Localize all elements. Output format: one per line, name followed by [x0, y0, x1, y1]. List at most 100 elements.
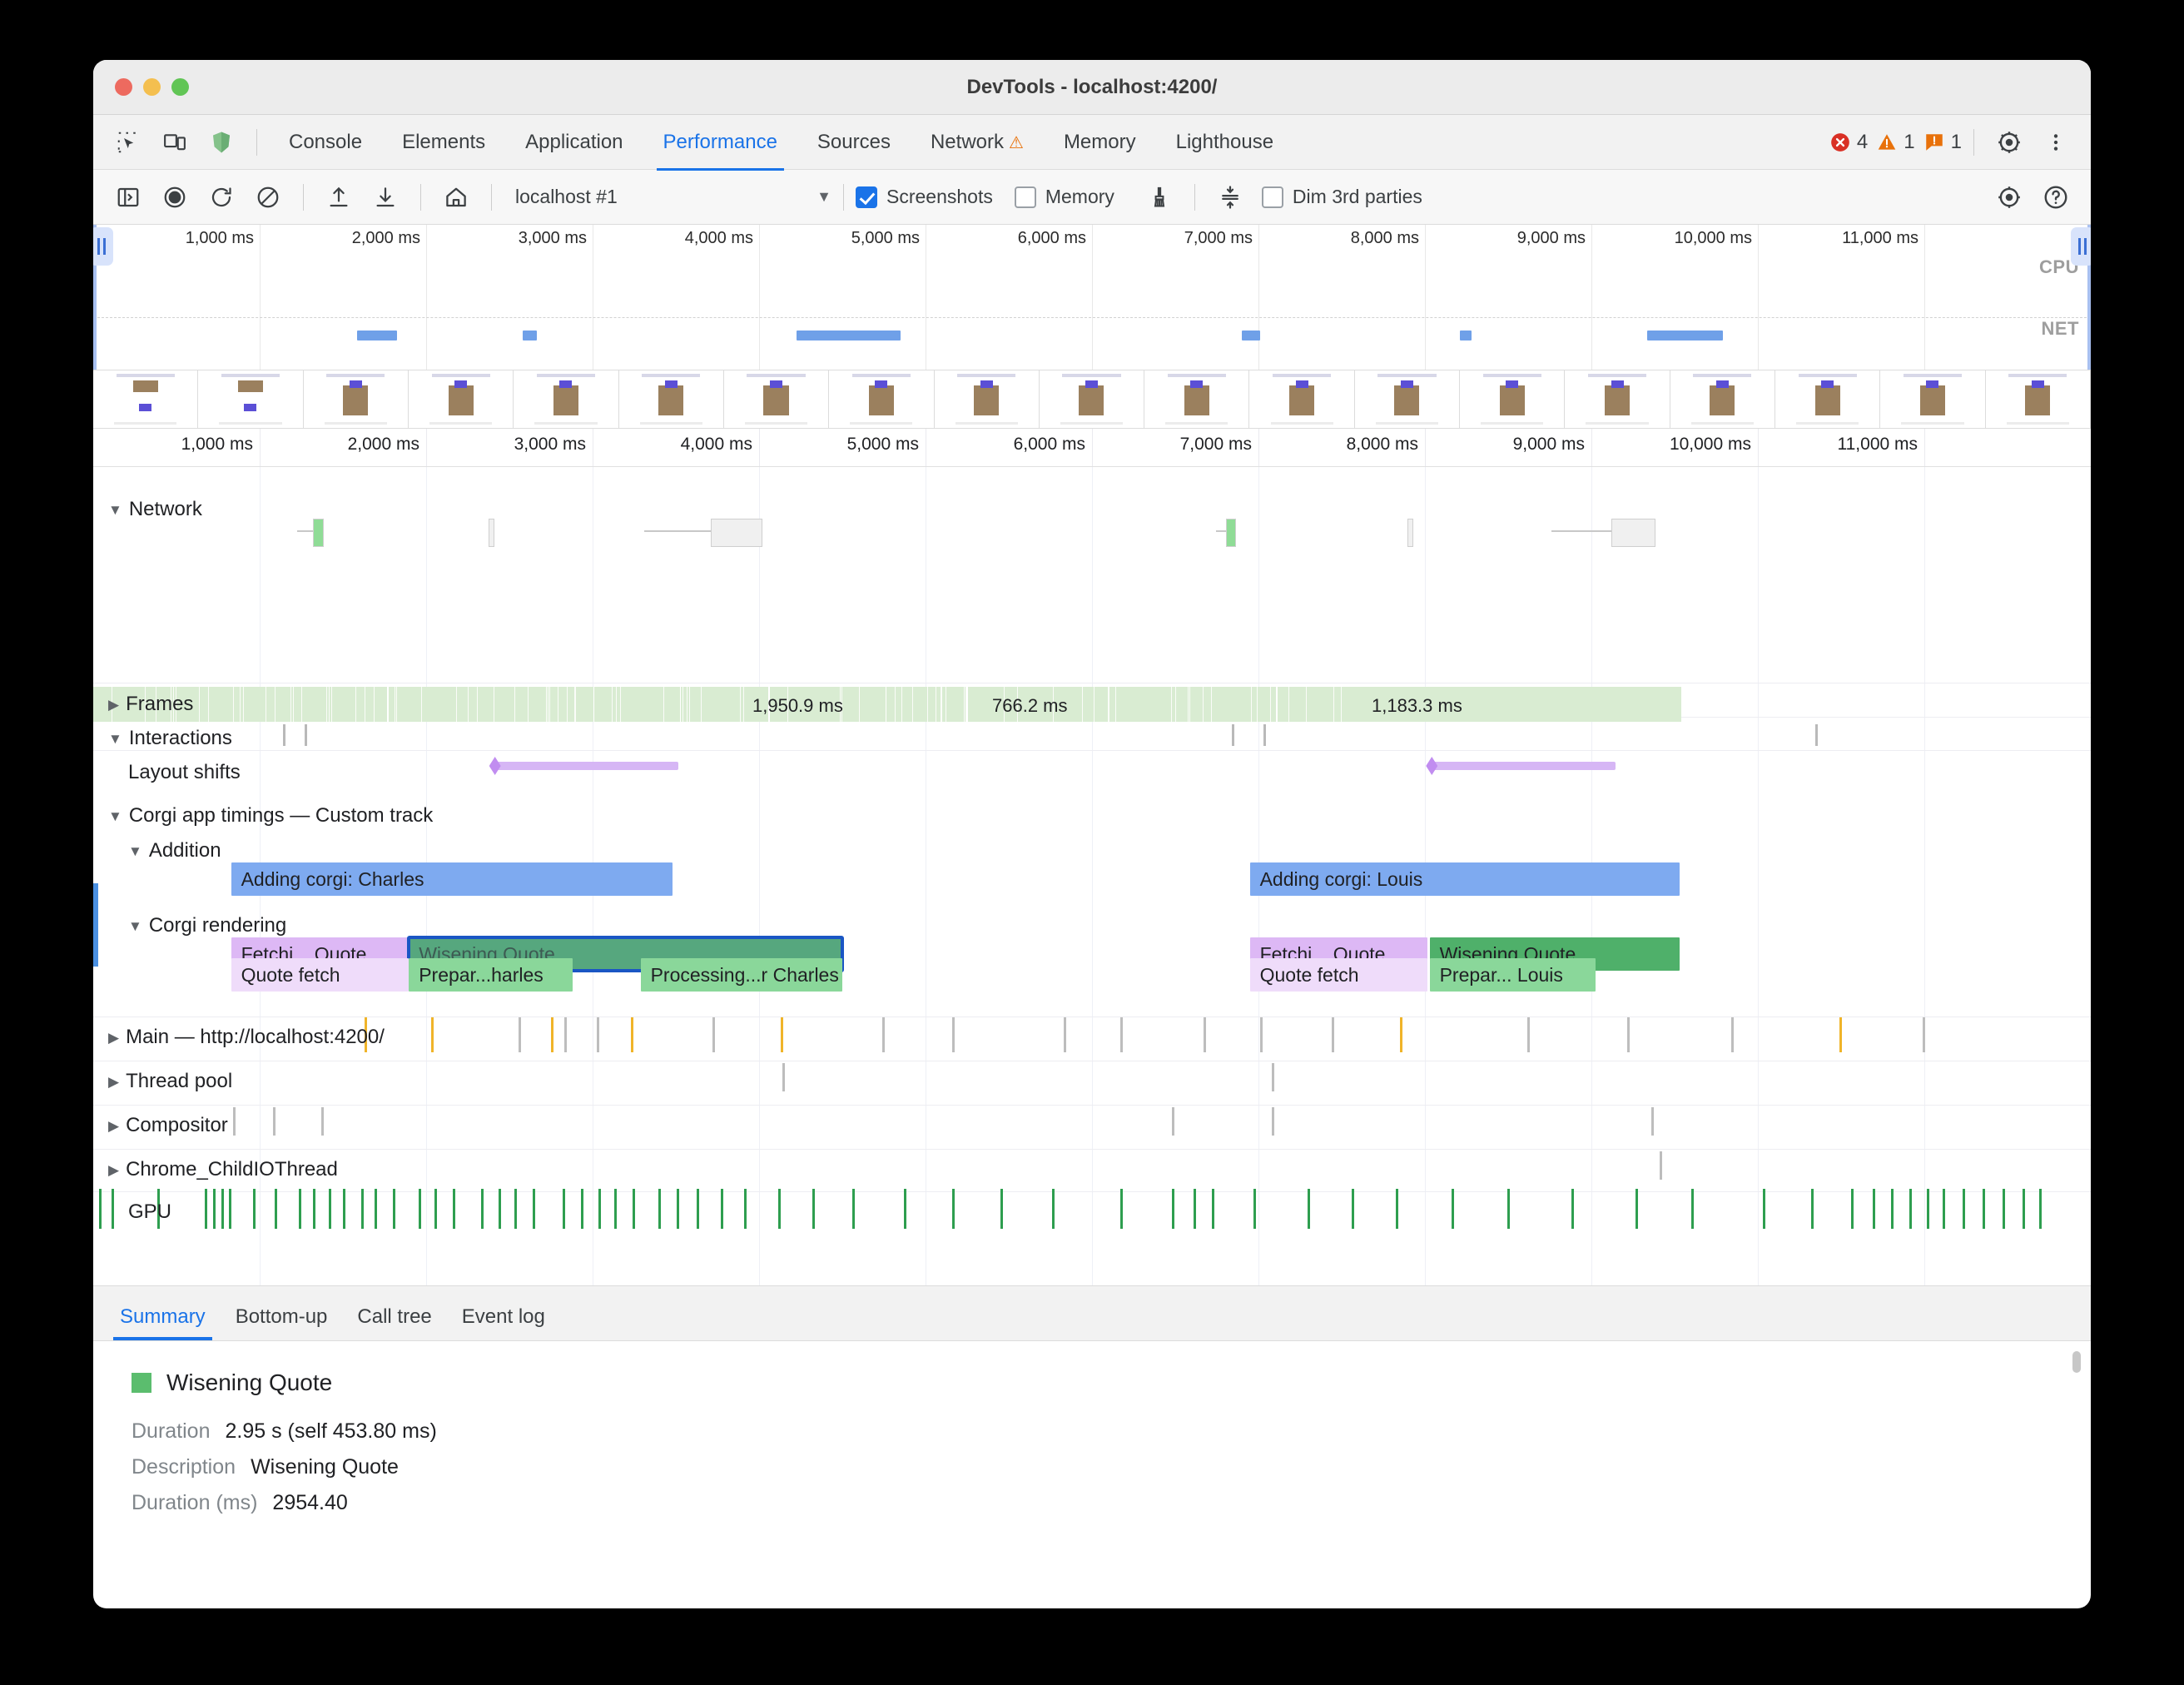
filmstrip-frame[interactable]: [724, 370, 829, 428]
screenshots-checkbox[interactable]: Screenshots: [856, 186, 993, 208]
track-header-layout-shifts[interactable]: Layout shifts: [128, 761, 241, 784]
main-thread-task[interactable]: [1204, 1017, 1206, 1052]
event-adding-corgi-charles[interactable]: Adding corgi: Charles: [231, 862, 673, 896]
filmstrip-frame[interactable]: [1249, 370, 1354, 428]
gpu-task[interactable]: [1963, 1189, 1965, 1229]
gpu-task[interactable]: [563, 1189, 565, 1229]
tab-performance[interactable]: Performance: [647, 124, 794, 161]
track-header-interactions[interactable]: ▼ Interactions: [108, 727, 232, 750]
main-thread-task[interactable]: [1260, 1017, 1263, 1052]
event-quote-fetch-1[interactable]: Quote fetch: [231, 958, 410, 992]
chevron-down-icon[interactable]: ▼: [128, 844, 142, 858]
gpu-task[interactable]: [952, 1189, 955, 1229]
main-thread-task[interactable]: [1527, 1017, 1530, 1052]
home-button[interactable]: [436, 179, 476, 216]
gpu-task[interactable]: [499, 1189, 501, 1229]
tab-bottom-up[interactable]: Bottom-up: [221, 1305, 343, 1340]
gpu-task[interactable]: [361, 1189, 364, 1229]
gpu-task[interactable]: [1983, 1189, 1985, 1229]
main-thread-task[interactable]: [882, 1017, 885, 1052]
main-thread-task[interactable]: [1627, 1017, 1630, 1052]
gpu-task[interactable]: [1851, 1189, 1854, 1229]
gpu-task[interactable]: [393, 1189, 395, 1229]
event-adding-corgi-louis[interactable]: Adding corgi: Louis: [1250, 862, 1680, 896]
event-quote-fetch-2[interactable]: Quote fetch: [1250, 958, 1428, 992]
gpu-task[interactable]: [1873, 1189, 1875, 1229]
session-selector[interactable]: localhost #1 ▼: [515, 186, 831, 208]
filmstrip-frame[interactable]: [935, 370, 1040, 428]
chevron-down-icon[interactable]: ▼: [108, 809, 122, 823]
gpu-task[interactable]: [112, 1189, 114, 1229]
chevron-right-icon[interactable]: ▶: [108, 1163, 119, 1177]
tab-lighthouse[interactable]: Lighthouse: [1159, 124, 1290, 161]
gpu-task[interactable]: [2023, 1189, 2025, 1229]
gpu-task[interactable]: [1636, 1189, 1638, 1229]
memory-checkbox[interactable]: Memory: [1015, 186, 1114, 208]
main-thread-task[interactable]: [1120, 1017, 1123, 1052]
reload-and-record-button[interactable]: [201, 179, 241, 216]
flame-chart[interactable]: 1,000 ms 2,000 ms 3,000 ms 4,000 ms 5,000 ms…: [93, 429, 2091, 1286]
gpu-task[interactable]: [329, 1189, 331, 1229]
gpu-task[interactable]: [852, 1189, 855, 1229]
overview-right-handle[interactable]: [2071, 227, 2091, 266]
gpu-task[interactable]: [419, 1189, 421, 1229]
main-thread-task[interactable]: [1400, 1017, 1402, 1052]
gpu-task[interactable]: [581, 1189, 583, 1229]
filmstrip-frame[interactable]: [93, 370, 198, 428]
network-throttle-icon[interactable]: [1210, 179, 1250, 216]
issue-counter[interactable]: 1: [1923, 131, 1962, 154]
track-header-addition[interactable]: ▼ Addition: [128, 839, 221, 862]
event-processing-charles[interactable]: Processing...r Charles: [641, 958, 842, 992]
gpu-task[interactable]: [1507, 1189, 1510, 1229]
network-request-bar[interactable]: [489, 519, 494, 547]
interaction-tick[interactable]: [305, 724, 307, 746]
layout-shift-bar[interactable]: [1432, 762, 1616, 770]
tab-summary[interactable]: Summary: [105, 1305, 221, 1340]
device-toolbar-icon[interactable]: [156, 123, 194, 162]
gpu-task[interactable]: [1000, 1189, 1003, 1229]
compositor-task[interactable]: [1272, 1107, 1274, 1136]
gpu-task[interactable]: [614, 1189, 617, 1229]
track-header-frames[interactable]: ▶ Frames: [108, 693, 193, 716]
filmstrip-frame[interactable]: [514, 370, 618, 428]
gpu-task[interactable]: [253, 1189, 256, 1229]
filmstrip-frame[interactable]: [829, 370, 934, 428]
track-header-network[interactable]: ▼ Network: [108, 498, 202, 521]
gpu-task[interactable]: [213, 1189, 216, 1229]
gpu-task[interactable]: [533, 1189, 535, 1229]
timeline-overview[interactable]: 1,000 ms 2,000 ms 3,000 ms 4,000 ms 5,000 ms…: [93, 225, 2091, 370]
filmstrip-frame[interactable]: [1565, 370, 1670, 428]
angular-devtools-icon[interactable]: [202, 123, 241, 162]
error-counter[interactable]: 4: [1829, 131, 1868, 154]
tab-event-log[interactable]: Event log: [447, 1305, 560, 1340]
gpu-task[interactable]: [744, 1189, 747, 1229]
filmstrip-frame[interactable]: [1775, 370, 1880, 428]
gpu-task[interactable]: [598, 1189, 601, 1229]
main-thread-task[interactable]: [631, 1017, 633, 1052]
gpu-task[interactable]: [1172, 1189, 1174, 1229]
chevron-right-icon[interactable]: ▶: [108, 1075, 119, 1089]
clear-button[interactable]: [248, 179, 288, 216]
gpu-task[interactable]: [1763, 1189, 1765, 1229]
track-header-corgi-app-timings[interactable]: ▼ Corgi app timings — Custom track: [108, 804, 433, 828]
interaction-tick[interactable]: [1815, 724, 1818, 746]
compositor-task[interactable]: [1651, 1107, 1654, 1136]
gpu-task[interactable]: [481, 1189, 484, 1229]
gpu-task[interactable]: [229, 1189, 231, 1229]
gpu-task[interactable]: [1691, 1189, 1694, 1229]
chevron-right-icon[interactable]: ▶: [108, 1031, 119, 1045]
gpu-task[interactable]: [1194, 1189, 1196, 1229]
gpu-task[interactable]: [697, 1189, 699, 1229]
track-header-compositor[interactable]: ▶ Compositor: [108, 1114, 228, 1137]
interaction-tick[interactable]: [283, 724, 285, 746]
gpu-task[interactable]: [633, 1189, 635, 1229]
network-request-bar[interactable]: [1611, 519, 1655, 547]
compositor-task[interactable]: [273, 1107, 275, 1136]
gpu-task[interactable]: [904, 1189, 906, 1229]
gear-icon[interactable]: [1990, 123, 2028, 162]
filmstrip-frame[interactable]: [1355, 370, 1460, 428]
gpu-task[interactable]: [275, 1189, 277, 1229]
gpu-task[interactable]: [1909, 1189, 1912, 1229]
main-thread-task[interactable]: [551, 1017, 553, 1052]
chevron-down-icon[interactable]: ▼: [108, 732, 122, 746]
